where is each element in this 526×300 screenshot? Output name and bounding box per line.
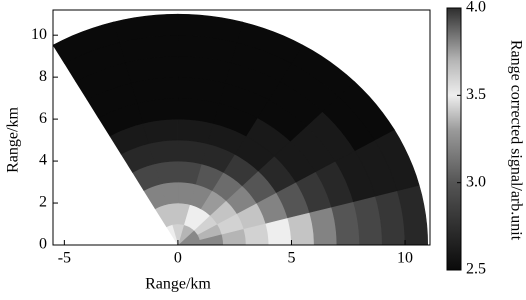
x-tick-label: 0: [174, 250, 182, 267]
colorbar-tick-label: 3.5: [466, 86, 486, 103]
y-tick-label: 10: [31, 26, 47, 43]
y-tick-label: 8: [39, 68, 47, 85]
x-tick-label: -5: [58, 250, 71, 267]
colorbar-title: Range corrected signal/arb.unit: [507, 40, 524, 241]
x-tick-label: 10: [397, 250, 413, 267]
chart: Range/km Range/km Range corrected signal…: [0, 0, 526, 300]
x-axis-title: Range/km: [145, 276, 211, 293]
y-tick-label: 2: [39, 194, 47, 211]
colorbar: [447, 8, 461, 270]
heat-cell: [178, 119, 213, 144]
y-axis-title: Range/km: [5, 107, 22, 173]
colorbar-tick-label: 2.5: [466, 261, 486, 278]
colorbar-tick-label: 3.0: [466, 173, 486, 190]
heat-cell: [143, 119, 178, 144]
y-tick-label: 6: [39, 110, 47, 127]
x-tick-label: 5: [287, 250, 295, 267]
colorbar-tick-label: 4.0: [466, 0, 486, 16]
y-tick-label: 4: [39, 152, 47, 169]
y-tick-label: 0: [39, 236, 47, 253]
